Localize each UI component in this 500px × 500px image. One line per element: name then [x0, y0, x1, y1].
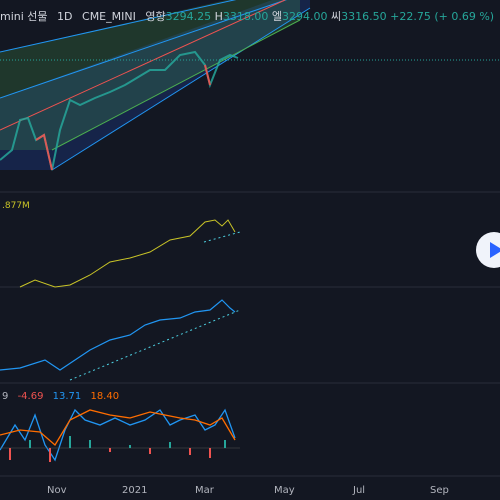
channel-upper-band	[0, 0, 310, 170]
open-value: 3294.25	[165, 10, 212, 23]
change-value: +22.75 (+ 0.69 %)	[390, 10, 495, 23]
macd-legend[interactable]: 9 -4.69 13.71 18.40	[2, 391, 125, 402]
exchange: CME_MINI	[82, 10, 136, 23]
symbol-name: mini 선물	[0, 10, 48, 23]
signal-line	[0, 409, 236, 446]
high-label: H	[214, 10, 223, 23]
histogram-value: 18.40	[90, 391, 120, 402]
close-label: 씨	[331, 10, 342, 23]
macd-histogram	[9, 436, 226, 462]
low-label: 엘	[271, 10, 283, 23]
close-value: 3316.50	[341, 10, 387, 23]
x-axis-label: Sep	[430, 485, 449, 496]
volume-line	[19, 219, 236, 288]
macd-line	[0, 408, 236, 462]
play-button[interactable]	[476, 232, 500, 268]
volume-value: .877M	[2, 201, 30, 211]
macd-param: 9	[2, 391, 9, 402]
signal-value: 13.71	[52, 391, 82, 402]
high-value: 3318.00	[222, 10, 269, 23]
low-value: 3294.00	[282, 10, 328, 23]
symbol-legend[interactable]: mini 선물 1D CME_MINI 영향3294.25 H3318.00 엘…	[0, 8, 494, 24]
x-axis-label: 2021	[122, 485, 148, 496]
x-axis-label: Nov	[47, 485, 67, 496]
interval: 1D	[57, 10, 73, 23]
open-label: 영향	[145, 10, 166, 23]
obv-line	[0, 299, 236, 371]
x-axis-label: Jul	[353, 485, 366, 496]
x-axis-label: May	[274, 485, 295, 496]
macd-value: -4.69	[17, 391, 44, 402]
channel-mid-band	[0, 0, 300, 150]
x-axis-label: Mar	[195, 485, 214, 496]
